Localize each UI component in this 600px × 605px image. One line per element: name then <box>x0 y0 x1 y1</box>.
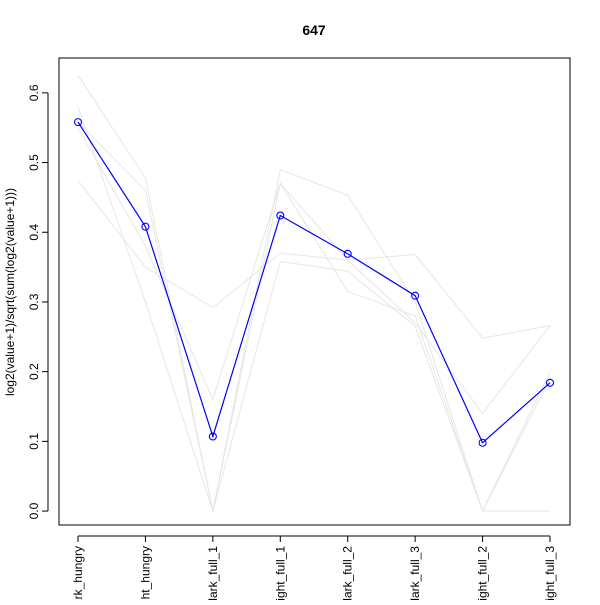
highlight-point-dark_full_3 <box>411 291 420 300</box>
highlight-point-dark_full_1 <box>208 432 217 441</box>
y-tick-label-4: 0.4 <box>27 224 41 241</box>
background-series-line-4 <box>77 106 551 513</box>
highlight-point-light_full_3 <box>545 378 555 387</box>
y-tick-label-3: 0.3 <box>27 293 41 310</box>
background-series-line-1 <box>77 75 550 512</box>
y-tick-label-2: 0.2 <box>27 363 41 380</box>
chart-title: 647 <box>302 22 326 38</box>
x-tick-label-dark_full_2: dark_full_2 <box>341 546 355 600</box>
plot-frame <box>58 57 571 526</box>
y-tick-label-1: 0.1 <box>27 433 41 450</box>
y-tick-label-0: 0.0 <box>27 502 41 519</box>
y-tick-label-6: 0.6 <box>27 84 41 101</box>
background-series-line-3 <box>77 180 551 415</box>
x-tick-label-dark_hungry: ark_hungry <box>71 546 85 600</box>
highlight-point-dark_full_2 <box>343 249 352 258</box>
highlight-point-light_hungry <box>141 222 150 231</box>
y-axis: 0.0 0.1 0.2 0.3 0.4 0.5 0.6 <box>27 84 49 519</box>
highlight-series-line <box>77 121 551 444</box>
x-tick-label-light_full_1: light_full_1 <box>273 546 287 600</box>
x-tick-label-light_full_3: light_full_3 <box>543 546 557 600</box>
x-tick-label-light_hungry: ght_hungry <box>138 546 152 600</box>
x-tick-label-light_full_2: light_full_2 <box>476 546 490 600</box>
highlight-point-light_full_1 <box>276 211 285 220</box>
highlight-series-group <box>73 118 555 447</box>
y-tick-label-5: 0.5 <box>27 154 41 171</box>
x-tick-label-dark_full_3: dark_full_3 <box>408 546 422 600</box>
highlight-point-light_full_2 <box>478 438 487 447</box>
background-series-group <box>77 75 551 513</box>
background-series-line-5 <box>77 127 551 513</box>
highlight-point-dark_hungry <box>73 118 83 127</box>
y-axis-title: log2(value+1)/sqrt(sum(log2(value+1))) <box>3 188 17 396</box>
background-series-line-2 <box>77 121 551 512</box>
x-tick-label-dark_full_1: dark_full_1 <box>206 546 220 600</box>
x-axis: ark_hungry ght_hungry dark_full_1 light_ful… <box>71 535 557 600</box>
